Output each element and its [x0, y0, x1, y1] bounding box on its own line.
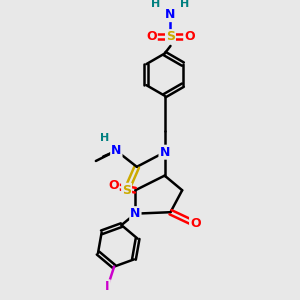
Text: O: O — [146, 30, 157, 43]
Text: O: O — [190, 218, 201, 230]
Text: O: O — [184, 30, 195, 43]
Text: N: N — [159, 146, 170, 159]
Text: O: O — [108, 179, 119, 192]
Text: N: N — [130, 207, 141, 220]
Text: I: I — [105, 280, 110, 293]
Text: N: N — [165, 8, 176, 21]
Text: H: H — [151, 0, 160, 9]
Text: H: H — [181, 0, 190, 9]
Text: S: S — [122, 184, 131, 197]
Text: S: S — [166, 30, 175, 43]
Text: H: H — [100, 133, 109, 142]
Text: N: N — [111, 144, 122, 157]
